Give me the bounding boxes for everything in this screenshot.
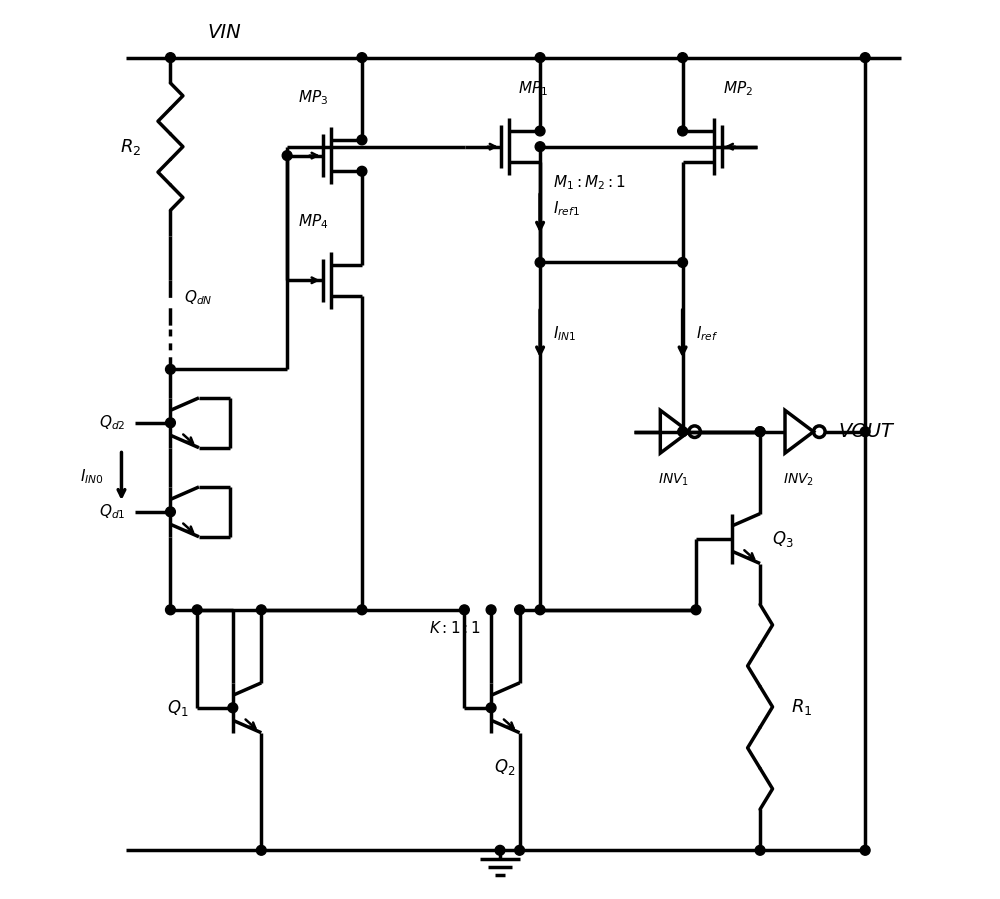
Text: $INV_1$: $INV_1$ (658, 472, 689, 488)
Text: $MP_3$: $MP_3$ (298, 88, 328, 107)
Circle shape (166, 364, 175, 374)
Text: $I_{ref1}$: $I_{ref1}$ (553, 200, 580, 218)
Circle shape (678, 257, 687, 267)
Text: $Q_2$: $Q_2$ (494, 757, 515, 777)
Text: $M_1 : M_2 : 1$: $M_1 : M_2 : 1$ (553, 173, 627, 191)
Text: $I_{IN1}$: $I_{IN1}$ (553, 325, 577, 343)
Circle shape (691, 605, 701, 615)
Text: $I_{IN0}$: $I_{IN0}$ (80, 467, 104, 485)
Circle shape (166, 605, 175, 615)
Circle shape (535, 126, 545, 136)
Circle shape (515, 845, 524, 855)
Circle shape (860, 53, 870, 63)
Circle shape (166, 507, 175, 517)
Circle shape (535, 53, 545, 63)
Text: $MP_2$: $MP_2$ (723, 79, 753, 98)
Circle shape (535, 257, 545, 267)
Circle shape (256, 845, 266, 855)
Circle shape (535, 605, 545, 615)
Circle shape (459, 605, 469, 615)
Text: $INV_2$: $INV_2$ (783, 472, 814, 488)
Circle shape (228, 703, 238, 713)
Circle shape (860, 845, 870, 855)
Circle shape (535, 142, 545, 152)
Text: $Q_{dN}$: $Q_{dN}$ (184, 289, 212, 307)
Text: VIN: VIN (207, 22, 241, 41)
Circle shape (357, 135, 367, 145)
Circle shape (755, 427, 765, 437)
Circle shape (486, 703, 496, 713)
Circle shape (282, 151, 292, 161)
Circle shape (192, 605, 202, 615)
Text: $Q_1$: $Q_1$ (167, 698, 188, 717)
Text: $Q_{d1}$: $Q_{d1}$ (99, 503, 126, 521)
Circle shape (166, 53, 175, 63)
Circle shape (678, 126, 687, 136)
Circle shape (486, 605, 496, 615)
Circle shape (357, 53, 367, 63)
Text: $K : 1 : 1$: $K : 1 : 1$ (429, 619, 481, 636)
Text: $MP_1$: $MP_1$ (518, 79, 548, 98)
Text: $R_1$: $R_1$ (791, 697, 813, 717)
Text: $Q_3$: $Q_3$ (772, 529, 793, 548)
Circle shape (515, 605, 524, 615)
Text: $I_{ref}$: $I_{ref}$ (696, 325, 718, 343)
Text: VOUT: VOUT (838, 423, 893, 441)
Text: $R_2$: $R_2$ (120, 137, 141, 156)
Circle shape (678, 53, 687, 63)
Circle shape (755, 845, 765, 855)
Circle shape (755, 427, 765, 437)
Text: $Q_{d2}$: $Q_{d2}$ (99, 414, 126, 432)
Circle shape (357, 166, 367, 176)
Circle shape (678, 427, 687, 437)
Text: $MP_4$: $MP_4$ (298, 212, 328, 231)
Circle shape (166, 418, 175, 428)
Circle shape (860, 427, 870, 437)
Circle shape (357, 605, 367, 615)
Circle shape (495, 845, 505, 855)
Circle shape (256, 605, 266, 615)
